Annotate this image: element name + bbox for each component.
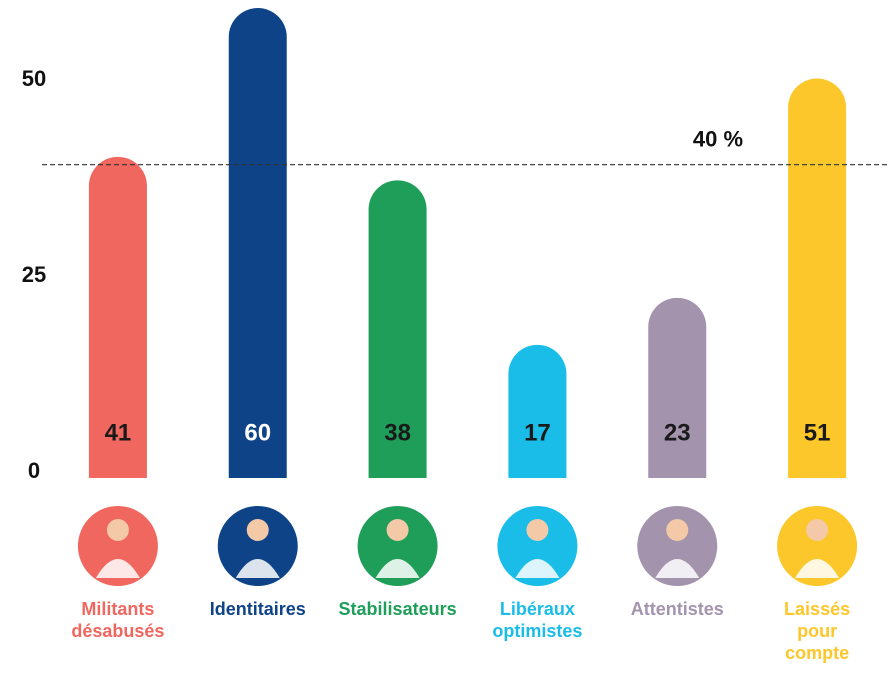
avatar-head: [246, 519, 269, 541]
y-tick-label: 25: [22, 262, 46, 287]
bar: [368, 180, 427, 479]
bar: [788, 78, 847, 478]
category-label: Identitaires: [209, 599, 306, 619]
category-label: Stabilisateurs: [338, 599, 457, 619]
avatar: [497, 506, 578, 586]
avatar-body: [515, 559, 560, 578]
value-label: 60: [244, 419, 271, 446]
value-label: 17: [524, 419, 551, 446]
y-tick-label: 50: [22, 66, 46, 91]
avatar-head: [526, 519, 549, 541]
avatar: [637, 506, 718, 586]
value-label: 41: [105, 419, 132, 446]
avatar: [777, 506, 858, 586]
avatar: [357, 506, 438, 586]
avatar: [217, 506, 298, 586]
avatar-body: [375, 559, 420, 578]
category-label: Militants désabusés: [71, 599, 165, 641]
value-label: 38: [384, 419, 411, 446]
category-label: Laissés pour compte: [784, 599, 851, 663]
avatar-body: [235, 559, 280, 578]
bar: [88, 156, 147, 479]
avatar-body: [655, 559, 700, 578]
reference-label: 40 %: [693, 126, 743, 151]
bar: [228, 8, 287, 479]
category-label: Libéraux optimistes: [492, 599, 583, 641]
value-label: 51: [804, 419, 831, 446]
avatar-head: [106, 519, 129, 541]
avatar-body: [795, 559, 840, 578]
category-label: Attentistes: [630, 599, 724, 619]
avatar-head: [666, 519, 689, 541]
avatar-head: [806, 519, 829, 541]
value-label: 23: [664, 419, 691, 446]
bar: [648, 297, 707, 478]
avatar-body: [95, 559, 140, 578]
bar: [508, 344, 567, 478]
avatar: [77, 506, 158, 586]
avatar-head: [386, 519, 409, 541]
y-tick-label: 0: [28, 458, 40, 483]
